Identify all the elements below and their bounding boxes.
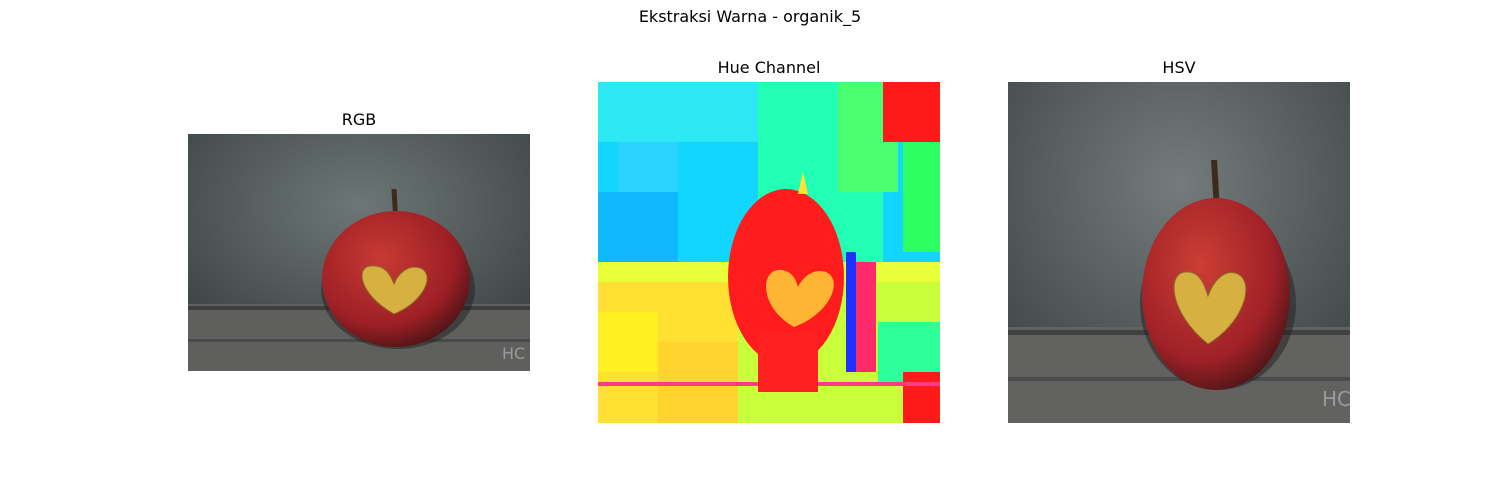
panel-title-hsv: HSV (1162, 58, 1196, 77)
watermark-rgb: HC (502, 344, 525, 363)
watermark-hsv: HC (1322, 387, 1350, 411)
hsv-image: HC (1008, 82, 1350, 423)
hue-channel-image (598, 82, 940, 423)
rgb-image: HC (188, 134, 530, 371)
panel-title-hue: Hue Channel (717, 58, 821, 77)
figure-title: Ekstraksi Warna - organik_5 (638, 7, 862, 26)
panel-title-rgb: RGB (341, 110, 377, 129)
